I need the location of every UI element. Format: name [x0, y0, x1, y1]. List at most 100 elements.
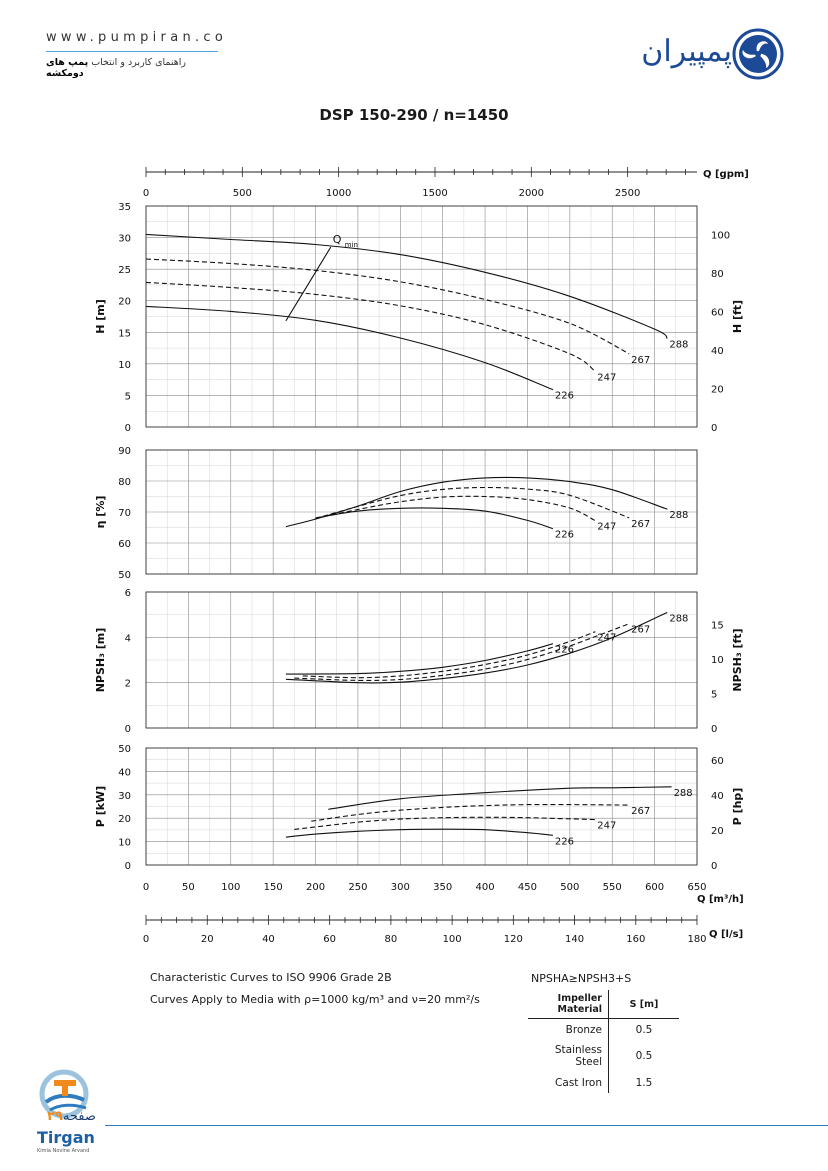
y-right-tick-label-npsh: 10 [711, 655, 724, 666]
qmin-sub-label: min [345, 241, 358, 249]
y-tick-label-power: 50 [118, 744, 131, 755]
curve-power-267 [311, 804, 630, 822]
table-cell-material: Cast Iron [528, 1072, 609, 1093]
qmin-label: Q [333, 233, 342, 246]
y-right-axis-label-head: H [ft] [731, 300, 744, 333]
y-tick-label-efficiency: 90 [118, 446, 131, 457]
table-header-material: Impeller Material [528, 990, 609, 1019]
y-axis-label-power: P [kW] [94, 786, 107, 827]
m3h-tick-label: 400 [476, 882, 495, 893]
table-row: Bronze 0.5 [528, 1018, 679, 1040]
note-media: Curves Apply to Media with ρ=1000 kg/m³ … [150, 993, 480, 1006]
y-right-tick-label-power: 40 [711, 791, 724, 802]
table-row: Stainless Steel 0.5 [528, 1040, 679, 1072]
impeller-table: Impeller Material S [m] Bronze 0.5 Stain… [528, 990, 679, 1093]
m3h-tick-label: 250 [348, 882, 367, 893]
m3h-tick-label: 150 [264, 882, 283, 893]
y-tick-label-efficiency: 80 [118, 477, 131, 488]
curve-label-power-288: 288 [674, 788, 693, 799]
m3h-axis-label: Q [m³/h] [697, 894, 744, 905]
y-tick-label-efficiency: 70 [118, 508, 131, 519]
curve-label-head-267: 267 [631, 355, 650, 366]
panel-frame-npsh [145, 591, 698, 729]
curve-power-247 [294, 816, 596, 830]
y-tick-label-npsh: 6 [125, 588, 131, 599]
ls-tick-label: 80 [385, 934, 398, 945]
y-axis-label-npsh: NPSH₃ [m] [94, 628, 107, 693]
y-axis-label-head: H [m] [94, 299, 107, 334]
y-right-axis-label-power: P [hp] [731, 788, 744, 826]
curve-label-npsh-247: 247 [597, 633, 616, 644]
m3h-tick-label: 450 [518, 882, 537, 893]
gpm-tick-label: 0 [143, 188, 149, 199]
m3h-tick-label: 650 [687, 882, 706, 893]
ls-tick-label: 100 [443, 934, 462, 945]
table-cell-s: 0.5 [635, 1023, 653, 1036]
y-right-tick-label-npsh: 15 [711, 620, 724, 631]
ls-tick-label: 180 [687, 934, 706, 945]
y-right-tick-label-head: 20 [711, 384, 724, 395]
m3h-tick-label: 50 [182, 882, 195, 893]
y-tick-label-npsh: 2 [125, 679, 131, 690]
company-logo: پمپیران [628, 26, 786, 84]
curve-npsh-288 [285, 611, 668, 684]
curve-efficiency-288 [285, 476, 668, 528]
logo-text: پمپیران [641, 34, 732, 69]
npsh-relation: NPSHA≥NPSH3+S [531, 972, 632, 985]
curve-npsh-247 [302, 631, 596, 679]
y-tick-label-power: 10 [118, 838, 131, 849]
y-right-axis-label-npsh: NPSH₃ [ft] [731, 628, 744, 691]
y-tick-label-power: 40 [118, 767, 131, 778]
table-cell-s: 0.5 [635, 1050, 653, 1062]
y-tick-label-head: 20 [118, 297, 131, 308]
page-number: ۲۹ [47, 1109, 63, 1124]
gpm-tick-label: 2500 [615, 188, 640, 199]
website-url: www.pumpiran.co [46, 30, 228, 45]
curve-label-npsh-288: 288 [669, 613, 688, 624]
curve-npsh-226 [285, 643, 554, 675]
curve-head-247 [145, 281, 596, 372]
y-right-tick-label-head: 80 [711, 269, 724, 280]
m3h-tick-label: 200 [306, 882, 325, 893]
y-tick-label-efficiency: 50 [118, 570, 131, 581]
table-cell-s: 1.5 [635, 1076, 653, 1089]
ls-tick-label: 40 [262, 934, 275, 945]
curve-label-power-247: 247 [597, 821, 616, 832]
m3h-tick-label: 0 [143, 882, 149, 893]
curve-npsh-267 [294, 623, 630, 682]
y-tick-label-head: 10 [118, 360, 131, 371]
table-row: Cast Iron 1.5 [528, 1072, 679, 1093]
table-cell-material: Bronze [528, 1018, 609, 1040]
header-subtitle-bold: پمپ های دومکشه [46, 57, 89, 79]
page-label: صفحه۲۹ [47, 1109, 96, 1124]
curve-head-267 [145, 258, 630, 355]
curve-power-226 [285, 828, 553, 838]
note-iso: Characteristic Curves to ISO 9906 Grade … [150, 971, 392, 984]
curve-label-head-247: 247 [597, 372, 616, 383]
curve-label-power-267: 267 [631, 806, 650, 817]
curve-label-npsh-267: 267 [631, 625, 650, 636]
ls-tick-label: 140 [565, 934, 584, 945]
y-right-tick-label-head: 40 [711, 346, 724, 357]
y-tick-label-head: 30 [118, 234, 131, 245]
m3h-tick-label: 600 [645, 882, 664, 893]
y-right-tick-label-head: 60 [711, 307, 724, 318]
y-tick-label-head: 25 [118, 265, 131, 276]
y-right-tick-label-power: 20 [711, 826, 724, 837]
y-axis-label-efficiency: η [%] [94, 496, 107, 529]
curve-label-efficiency-267: 267 [631, 519, 650, 530]
ls-tick-label: 160 [626, 934, 645, 945]
curve-label-efficiency-226: 226 [555, 530, 574, 541]
m3h-tick-label: 500 [560, 882, 579, 893]
panel-frame-efficiency [145, 449, 698, 575]
y-right-tick-label-npsh: 0 [711, 724, 717, 735]
y-tick-label-head: 35 [118, 202, 131, 213]
m3h-tick-label: 300 [391, 882, 410, 893]
ls-tick-label: 0 [143, 934, 149, 945]
curve-efficiency-267 [315, 486, 630, 520]
ls-tick-label: 60 [323, 934, 336, 945]
y-tick-label-power: 0 [125, 861, 131, 872]
brand-logo-icon [39, 1069, 89, 1119]
y-tick-label-head: 0 [125, 423, 131, 434]
table-header-row: Impeller Material S [m] [528, 990, 679, 1019]
